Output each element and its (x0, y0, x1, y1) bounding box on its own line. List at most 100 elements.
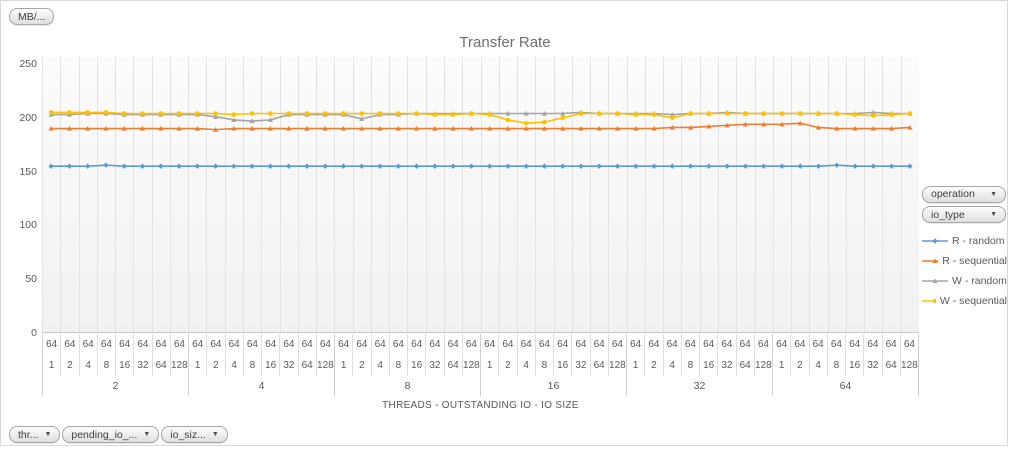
x-axis-category-label: 64 64 (153, 334, 171, 376)
data-marker (907, 111, 913, 116)
legend-marker (932, 238, 938, 244)
threads-group-label: 16 (547, 380, 560, 392)
io-size-label: 64 (557, 339, 569, 350)
outstanding-io-label: 128 (609, 360, 626, 371)
outstanding-io-label: 4 (85, 360, 91, 371)
outstanding-io-label: 16 (703, 360, 715, 371)
legend-swatch (922, 238, 948, 244)
data-marker (487, 125, 493, 131)
x-axis-group: 64 1 64 2 64 4 64 8 64 16 64 32 64 64 64 128 32 (627, 334, 773, 396)
outstanding-io-label: 4 (377, 360, 383, 371)
x-axis-category-label: 64 2 (61, 334, 80, 376)
data-marker (505, 117, 511, 123)
data-marker (560, 110, 566, 116)
data-marker (815, 124, 822, 130)
data-marker (724, 122, 730, 128)
x-axis-category-label: 64 2 (791, 334, 810, 376)
legend-marker (932, 258, 938, 264)
chevron-down-icon: ▼ (44, 431, 52, 438)
data-marker (633, 125, 639, 131)
io-size-label: 64 (867, 339, 879, 350)
pending-io-field-button[interactable]: pending_io_... ▼ (62, 426, 160, 443)
outstanding-io-label: 64 (885, 360, 897, 371)
y-axis-tick-label: 150 (19, 165, 37, 178)
data-marker (687, 163, 694, 169)
data-marker (560, 163, 566, 169)
data-marker (615, 111, 620, 116)
outstanding-io-label: 16 (265, 360, 277, 371)
io-size-label: 64 (228, 339, 240, 350)
io-size-field-button[interactable]: io_siz... ▼ (161, 426, 228, 443)
x-axis-category-label: 64 8 (682, 334, 700, 376)
data-marker (560, 115, 566, 121)
legend-label: R - sequential (942, 255, 1007, 267)
outstanding-io-label: 1 (340, 360, 347, 371)
series-line-R-random (51, 164, 910, 168)
data-marker (560, 125, 566, 131)
outstanding-io-label: 8 (541, 360, 548, 371)
io-size-label: 64 (666, 339, 678, 350)
data-marker (121, 111, 127, 116)
x-axis-category-label: 64 1 (43, 334, 62, 376)
legend-item: W - sequential (922, 291, 1007, 311)
legend-marker (932, 298, 936, 304)
data-marker (103, 125, 109, 131)
data-marker (212, 163, 219, 169)
outstanding-io-label: 16 (119, 360, 131, 371)
legend-label: W - sequential (939, 295, 1007, 307)
axis-field-buttons: thr... ▼ pending_io_... ▼ io_siz... ▼ (9, 426, 228, 443)
data-marker (48, 110, 54, 115)
data-marker (816, 111, 821, 116)
io-size-label: 64 (429, 339, 441, 350)
io-size-label: 64 (739, 339, 751, 350)
data-marker (432, 112, 438, 117)
data-marker (669, 124, 675, 130)
outstanding-io-label: 64 (739, 360, 751, 371)
outstanding-io-label: 128 (171, 360, 188, 371)
io-size-label: 64 (192, 339, 204, 350)
operation-field-button[interactable]: operation ▼ (922, 185, 1006, 203)
data-marker (596, 125, 602, 131)
outstanding-io-label: 32 (575, 360, 587, 371)
values-field-button[interactable]: MB/... (9, 8, 55, 25)
data-marker (450, 112, 456, 117)
x-axis-category-label: 64 16 (554, 334, 573, 376)
outstanding-io-label: 2 (67, 360, 73, 371)
io-type-field-button[interactable]: io_type ▼ (922, 206, 1006, 223)
legend-item: R - sequential (922, 251, 1007, 271)
data-marker (760, 163, 767, 169)
x-axis-category-label: 64 32 (134, 334, 153, 376)
io-size-label: 64 (903, 339, 915, 350)
y-axis-tick-label: 0 (31, 327, 37, 339)
data-marker (103, 162, 109, 168)
outstanding-io-label: 32 (429, 360, 441, 371)
legend-panel: operation ▼ io_type ▼ R - random R - sequ… (922, 184, 1007, 311)
x-axis-labels: 64 1 64 2 64 4 64 8 64 16 64 32 64 64 64 128 2 64 1 64 2 64 4 6… (42, 334, 919, 396)
data-marker (395, 163, 401, 169)
y-axis: 0 50 100 150 200 250 (1, 1, 37, 341)
x-axis-category-label: 64 16 (700, 334, 719, 376)
threads-field-button[interactable]: thr... ▼ (9, 426, 61, 443)
outstanding-io-label: 1 (48, 360, 55, 371)
x-axis-category-label: 64 1 (773, 334, 792, 376)
outstanding-io-label: 1 (778, 360, 785, 371)
data-marker (468, 125, 474, 131)
io-size-label: 64 (502, 339, 514, 350)
data-marker (469, 111, 474, 116)
data-marker (158, 125, 164, 131)
legend-swatch (922, 298, 936, 304)
pivot-chart-frame: MB/... Transfer Rate 0 50 100 150 200 250 64 1… (0, 0, 1008, 446)
x-axis-category-label: 64 4 (372, 334, 390, 376)
io-size-label: 64 (64, 339, 76, 350)
data-marker (542, 119, 547, 125)
data-marker (267, 117, 273, 123)
data-marker (231, 163, 237, 169)
x-axis-category-label: 64 4 (226, 334, 244, 376)
data-marker (486, 163, 493, 169)
data-marker (377, 163, 383, 169)
data-marker (249, 118, 255, 124)
data-marker (761, 121, 767, 127)
data-marker (888, 125, 895, 131)
io-size-label: 64 (100, 339, 112, 350)
legend-swatch (922, 258, 939, 264)
